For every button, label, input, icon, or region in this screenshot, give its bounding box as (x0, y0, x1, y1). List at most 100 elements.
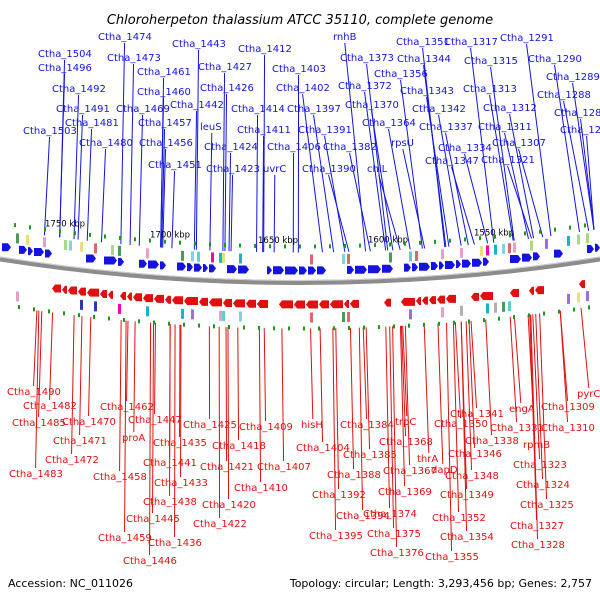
gene-label-reverse: Ctha_1394 (336, 511, 390, 522)
gene-arrow-reverse (401, 297, 415, 306)
cog-box (460, 247, 463, 258)
scale-tick (138, 319, 140, 324)
gene-label-forward: Ctha_1503 (23, 126, 77, 137)
gene-label-reverse: Ctha_1435 (153, 438, 207, 449)
gene-label-reverse: Ctha_1385 (343, 450, 397, 461)
gene-arrow-forward (431, 262, 438, 271)
gene-arrow-forward (148, 260, 159, 269)
gene-arrow-forward (86, 254, 96, 263)
gene-arrow-forward (533, 252, 540, 261)
scale-tick (303, 326, 305, 331)
leader-line-forward (445, 132, 469, 246)
gene-arrow-reverse (429, 296, 436, 305)
gene-arrow-forward (273, 266, 284, 275)
gene-arrow-reverse (184, 296, 198, 305)
cog-box (181, 250, 184, 261)
cog-box (567, 293, 570, 304)
leader-line-reverse (513, 316, 522, 404)
backbone-arc (0, 256, 600, 285)
scale-tick (44, 227, 46, 232)
gene-arrow-reverse (510, 288, 519, 297)
gene-arrow-reverse (471, 292, 479, 301)
scale-tick (408, 323, 410, 328)
cog-box (146, 248, 149, 259)
cog-box (181, 308, 184, 319)
gene-label-reverse: Ctha_1438 (143, 497, 197, 508)
gene-label-reverse: trpC (395, 417, 416, 428)
gene-arrow-reverse (209, 298, 222, 307)
scale-tick (509, 233, 511, 238)
cog-box (118, 303, 121, 314)
scale-tick (134, 237, 136, 242)
gene-label-forward: Ctha_1286 (560, 125, 600, 136)
leader-line-forward (262, 135, 265, 253)
gene-label-reverse: Ctha_1375 (367, 529, 421, 540)
gene-label-forward: Ctha_1287 (554, 108, 600, 119)
scale-tick (318, 326, 320, 331)
gene-label-reverse: Ctha_1482 (23, 401, 77, 412)
gene-arrow-forward (587, 244, 594, 253)
scale-tick (449, 238, 451, 243)
leader-line-forward (328, 174, 350, 253)
gene-arrow-reverse (199, 297, 208, 306)
scale-tick (48, 309, 50, 314)
scale-tick (494, 234, 496, 239)
gene-label-reverse: Ctha_1436 (148, 538, 202, 549)
scale-tick (363, 325, 365, 330)
gene-arrow-reverse (529, 286, 534, 295)
gene-label-forward: Ctha_1427 (198, 62, 252, 73)
scale-label: 1550 kbp (474, 229, 514, 239)
gene-label-reverse: Ctha_1349 (440, 490, 494, 501)
leader-line-reverse (580, 307, 590, 389)
gene-arrow-reverse (437, 295, 445, 304)
gene-label-forward: Ctha_1337 (419, 122, 473, 133)
gene-label-reverse: Ctha_1354 (440, 532, 494, 543)
leader-line-reverse (335, 328, 340, 490)
scale-tick (213, 324, 215, 329)
leader-line-forward (129, 63, 135, 245)
gene-label-reverse: Ctha_1384 (340, 420, 394, 431)
cog-box (508, 301, 511, 312)
leader-line-forward (228, 152, 232, 252)
gene-label-forward: Ctha_1390 (302, 164, 356, 175)
leader-line-forward (364, 91, 387, 251)
scale-tick (524, 231, 526, 236)
gene-label-forward: chlL (367, 164, 388, 175)
cog-box (69, 240, 72, 251)
gene-label-forward: Ctha_1351 (396, 37, 450, 48)
scale-tick (258, 325, 260, 330)
gene-label-forward: Ctha_1456 (139, 138, 193, 149)
cog-box (486, 303, 489, 314)
cog-box (16, 291, 19, 302)
gene-label-reverse: Ctha_1341 (450, 409, 504, 420)
gene-label-forward: Ctha_1473 (107, 53, 161, 64)
scale-tick (393, 324, 395, 329)
cog-box (118, 245, 121, 256)
gene-label-reverse: Ctha_1459 (98, 533, 152, 544)
scale-tick (243, 325, 245, 330)
gene-arrow-reverse (133, 293, 142, 302)
leader-line-reverse (225, 327, 228, 462)
scale-tick (59, 229, 61, 234)
gene-arrow-forward (28, 247, 33, 256)
cog-box (502, 301, 505, 312)
gene-arrow-forward (227, 265, 237, 274)
leader-line-forward (563, 100, 590, 231)
gene-label-reverse: Ctha_1325 (520, 500, 574, 511)
gene-label-forward: rnhB (333, 32, 357, 43)
leader-line-reverse (509, 316, 518, 423)
scale-tick (183, 322, 185, 327)
leader-line-forward (193, 110, 198, 250)
gene-label-forward: Ctha_1426 (200, 83, 254, 94)
gene-label-forward: Ctha_1372 (338, 81, 392, 92)
scale-tick (558, 309, 560, 314)
forward-label-lines (43, 42, 595, 253)
gene-arrow-reverse (446, 294, 456, 303)
scale-tick (543, 311, 545, 316)
scale-tick (573, 307, 575, 312)
gene-arrow-reverse (294, 300, 305, 309)
leader-line-reverse (33, 310, 38, 387)
gene-label-reverse: Ctha_1409 (239, 422, 293, 433)
gene-arrow-reverse (416, 296, 421, 305)
scale-tick (404, 241, 406, 246)
